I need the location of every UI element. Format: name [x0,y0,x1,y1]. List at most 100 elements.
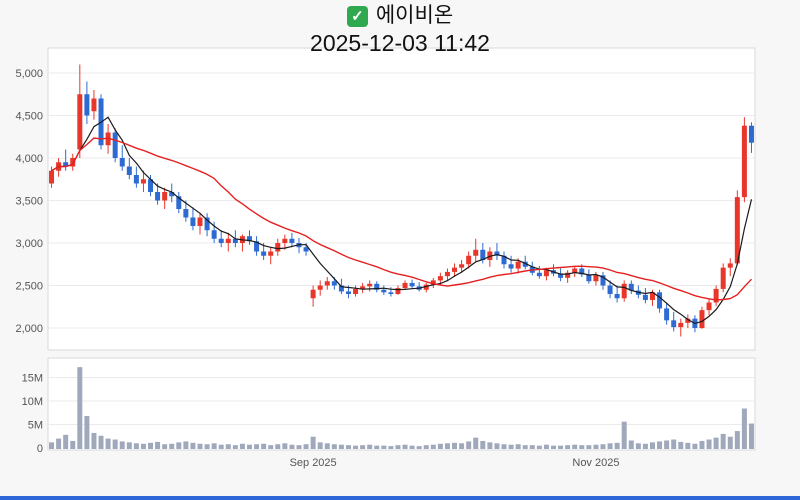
volume-bar [727,436,733,449]
candle-body [289,238,295,243]
volume-bar [91,432,97,449]
candle-body [452,267,458,272]
candle-body [536,272,542,277]
candle-body [360,286,366,289]
svg-text:4,000: 4,000 [15,153,43,165]
volume-bar [558,445,564,449]
candle-body [699,310,705,328]
volume-bar [487,442,493,449]
candle-body [395,288,401,294]
volume-bar [409,445,415,449]
candle-body [480,249,486,260]
candle-body [459,264,465,268]
volume-bar [452,442,458,449]
volume-bar [289,444,295,449]
volume-bar [720,433,726,449]
candle-body [374,283,380,290]
volume-bar [402,444,408,449]
volume-bar [699,440,705,449]
volume-bar [183,441,189,449]
candle-body [190,217,196,226]
volume-bar [275,444,281,449]
candle-body [367,283,373,287]
candle-body [508,264,514,269]
candle-body [310,289,316,299]
candle-body [63,162,69,167]
svg-text:5M: 5M [28,420,43,432]
svg-text:10M: 10M [22,396,43,408]
volume-bar [628,440,634,449]
price-axis-labels: 5,000 4,500 4,000 3,500 3,000 2,500 2,000 [15,68,43,335]
candle-body [621,283,627,299]
candle-body [586,274,592,282]
volume-bar [232,445,238,449]
candle-body [176,196,182,209]
candle-body [162,192,168,201]
candle-body [671,320,677,328]
candle-body [268,251,274,256]
candle-body [734,197,740,264]
candle-body [678,322,684,328]
svg-text:4,500: 4,500 [15,111,43,123]
price-chart[interactable]: 5,000 4,500 4,000 3,500 3,000 2,500 2,000 [15,47,756,351]
candle-body [628,283,634,291]
candle-body [225,238,231,243]
volume-bar [381,445,387,449]
volume-bar [282,443,288,449]
volume-bar [169,443,175,449]
volume-bar [70,440,76,449]
volume-bar [748,423,754,449]
candle-body [169,192,175,197]
volume-bar [126,442,132,449]
volume-bar [204,444,210,449]
volume-bar [218,444,224,449]
volume-bar [437,443,443,449]
volume-bar [536,445,542,449]
volume-bar [98,435,104,449]
candle-body [607,285,613,294]
volume-bar [63,434,69,449]
candle-body [183,209,189,218]
volume-bar [416,446,422,449]
volume-bar [374,445,380,449]
volume-bar [246,444,252,449]
volume-bar [741,408,747,449]
volume-bar [586,445,592,449]
ma-short-line [51,116,753,325]
candle-body [119,158,125,167]
candle-body [112,132,118,158]
candle-body [466,255,472,265]
volume-bar [197,443,203,449]
volume-bar [211,443,217,449]
svg-text:3,000: 3,000 [15,238,43,250]
candle-body [84,94,90,116]
volume-bar [261,443,267,449]
candle-body [664,308,670,321]
volume-bar [190,442,196,449]
volume-chart[interactable]: 15M 10M 5M 0 [22,357,756,455]
timestamp: 2025-12-03 11:42 [310,30,490,56]
candle-body [685,318,691,323]
volume-bar [480,440,486,449]
svg-text:3,500: 3,500 [15,196,43,208]
volume-bar [162,444,168,449]
candle-body [565,272,571,278]
volume-bars-group[interactable] [49,367,754,449]
volume-bar [296,445,302,449]
volume-bar [148,442,154,449]
candle-body [657,292,663,309]
candle-body [444,271,450,277]
volume-bar [642,443,648,449]
candle-body [473,249,479,256]
candle-body [706,302,712,311]
candle-body [593,275,599,282]
candle-body [558,273,564,278]
volume-bar [551,445,557,449]
candle-body [317,285,323,290]
volume-bar [49,442,55,449]
volume-bar [529,445,535,449]
volume-bar [324,443,330,449]
candle-body [522,261,528,267]
volume-bar [657,441,663,449]
